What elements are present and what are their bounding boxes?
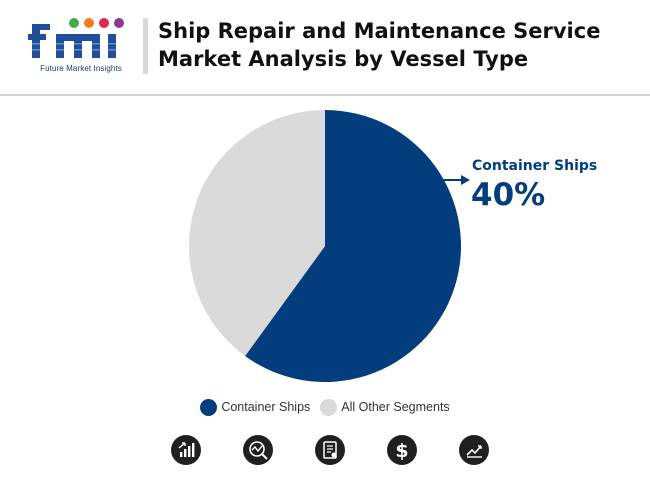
pie-chart <box>189 110 470 382</box>
fmi-logo-mark <box>28 18 124 58</box>
legend-label-container-ships: Container Ships <box>221 400 311 414</box>
title-accent-bar <box>143 18 148 74</box>
logo-dot-red <box>99 18 109 28</box>
header: Future Market Insights Ship Repair and M… <box>0 0 650 94</box>
legend-swatch-all-other-segments <box>320 398 338 416</box>
logo-dot-green <box>69 18 79 28</box>
logo-dot-purple <box>114 18 124 28</box>
callout-label: Container Ships <box>472 158 598 174</box>
market-analysis-icon <box>243 435 273 465</box>
dollar-icon: $ <box>387 435 417 465</box>
logo-dot-orange <box>84 18 94 28</box>
svg-text:$: $ <box>395 440 408 462</box>
legend-item-container-ships: Container Ships <box>200 398 311 416</box>
legend-swatch-container-ships <box>200 398 218 416</box>
header-divider <box>0 94 650 96</box>
callout-arrow-head <box>461 175 470 185</box>
report-document-icon <box>315 435 345 465</box>
legend-label-all-other-segments: All Other Segments <box>341 400 450 414</box>
footer-icon-row: $ <box>0 435 650 469</box>
fmi-logo: Future Market Insights <box>26 14 136 76</box>
logo-tagline: Future Market Insights <box>40 64 122 73</box>
page-title: Ship Repair and Maintenance Service Mark… <box>158 19 601 71</box>
pie-slice-container-ships <box>245 110 461 382</box>
pie-slice-all-other-segments <box>189 110 325 357</box>
callout-value: 40% <box>471 177 546 213</box>
trend-chart-icon <box>459 435 489 465</box>
bar-chart-icon <box>171 435 201 465</box>
legend-item-all-other-segments: All Other Segments <box>320 398 450 416</box>
chart-legend: Container Ships All Other Segments <box>0 396 650 418</box>
